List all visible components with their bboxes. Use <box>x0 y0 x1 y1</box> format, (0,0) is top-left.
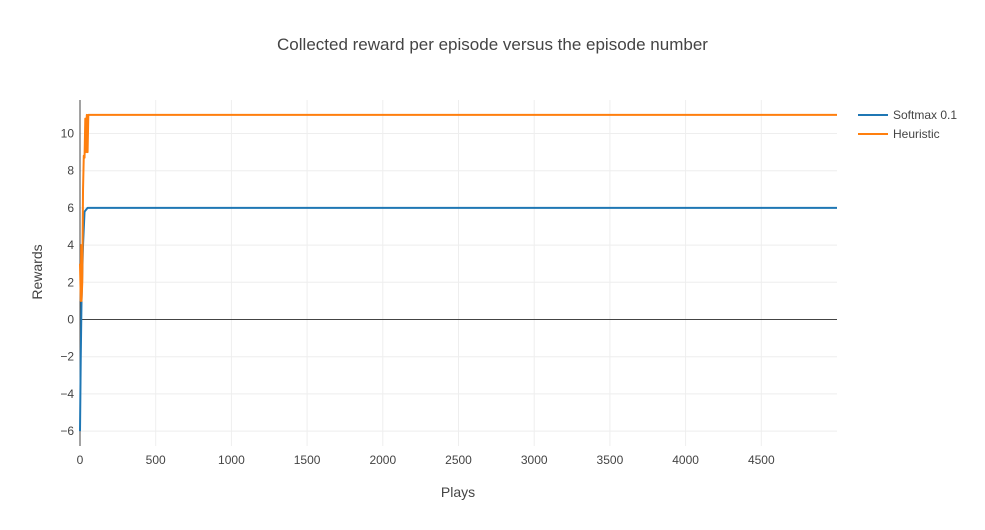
x-tick-label: 4000 <box>672 453 699 467</box>
series-line-2 <box>79 113 837 302</box>
legend: Softmax 0.1 Heuristic <box>858 108 957 141</box>
grid <box>80 100 837 446</box>
x-tick-label: 3000 <box>521 453 548 467</box>
y-tick-label: 8 <box>67 164 74 178</box>
y-tick-label: 6 <box>67 201 74 215</box>
x-tick-label: 2000 <box>369 453 396 467</box>
x-tick-label: 1500 <box>294 453 321 467</box>
y-tick-label: −6 <box>60 424 74 438</box>
y-tick-label: 0 <box>67 313 74 327</box>
y-axis-title: Rewards <box>29 244 45 299</box>
y-tick-label: 4 <box>67 238 74 252</box>
x-axis-title: Plays <box>441 484 475 500</box>
x-tick-label: 3500 <box>597 453 624 467</box>
x-tick-label: 2500 <box>445 453 472 467</box>
legend-label: Heuristic <box>893 127 940 141</box>
y-tick-label: −4 <box>60 387 74 401</box>
y-tick-label: 10 <box>61 126 75 140</box>
x-tick-label: 500 <box>146 453 166 467</box>
y-tick-label: 2 <box>67 275 74 289</box>
chart-title: Collected reward per episode versus the … <box>277 35 708 54</box>
x-tick-label: 4500 <box>748 453 775 467</box>
x-tick-label: 1000 <box>218 453 245 467</box>
legend-label: Softmax 0.1 <box>893 108 957 122</box>
x-tick-label: 0 <box>77 453 84 467</box>
series-lines <box>79 113 837 432</box>
y-tick-label: −2 <box>60 350 74 364</box>
axes: 0 500 1000 1500 2000 2500 3000 3500 4000 4500 −6 −4… <box>60 100 775 467</box>
